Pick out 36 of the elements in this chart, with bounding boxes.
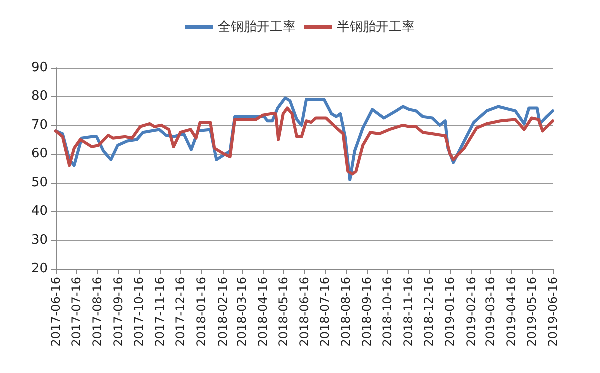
y-tick-label: 40 [31, 204, 48, 220]
x-tick-label: 2018-08-16 [339, 277, 354, 347]
y-tick-label: 70 [31, 118, 48, 133]
y-tick-label: 90 [31, 60, 48, 76]
legend-label: 全钢胎开工率 [218, 19, 296, 35]
line-series [54, 106, 554, 176]
x-tick-label: 2017-11-16 [153, 277, 168, 347]
y-tick-label: 80 [31, 89, 48, 104]
x-tick-label: 2018-07-16 [318, 277, 332, 347]
y-tick-label: 50 [31, 175, 48, 190]
x-tick-label: 2018-09-16 [360, 277, 374, 347]
y-tick-label: 20 [31, 262, 48, 276]
x-tick-label: 2018-12-16 [422, 277, 436, 347]
x-tick-label: 2018-06-16 [298, 277, 312, 347]
x-tick-label: 2017-09-16 [112, 277, 126, 347]
x-tick-label: 2018-05-16 [276, 277, 290, 347]
x-tick-label: 2018-11-16 [402, 277, 416, 347]
x-tick-label: 2019-02-16 [464, 277, 478, 347]
y-tick-label: 60 [31, 146, 48, 162]
y-tick-label: 30 [31, 232, 48, 248]
x-tick-label: 2019-05-16 [524, 277, 539, 347]
x-tick-label: 2018-03-16 [234, 277, 249, 347]
x-tick-label: 2018-10-16 [380, 277, 395, 347]
x-tick-label: 2017-06-16 [49, 277, 63, 347]
x-tick-label: 2018-01-16 [194, 277, 209, 347]
x-tick-label: 2017-08-16 [90, 277, 105, 347]
x-tick-label: 2019-04-16 [504, 277, 518, 347]
x-tick-label: 2018-04-16 [256, 277, 270, 347]
x-tick-label: 2019-03-16 [483, 277, 498, 347]
x-tick-label: 2019-06-16 [546, 277, 560, 347]
x-tick-label: 2018-02-16 [216, 277, 230, 347]
x-tick-label: 2017-10-16 [132, 277, 146, 347]
x-tick-label: 2017-07-16 [69, 277, 84, 347]
legend-label: 半钢胎开工率 [337, 19, 415, 35]
x-tick-label: 2017-12-16 [174, 277, 188, 347]
x-tick-label: 2019-01-16 [443, 277, 458, 347]
